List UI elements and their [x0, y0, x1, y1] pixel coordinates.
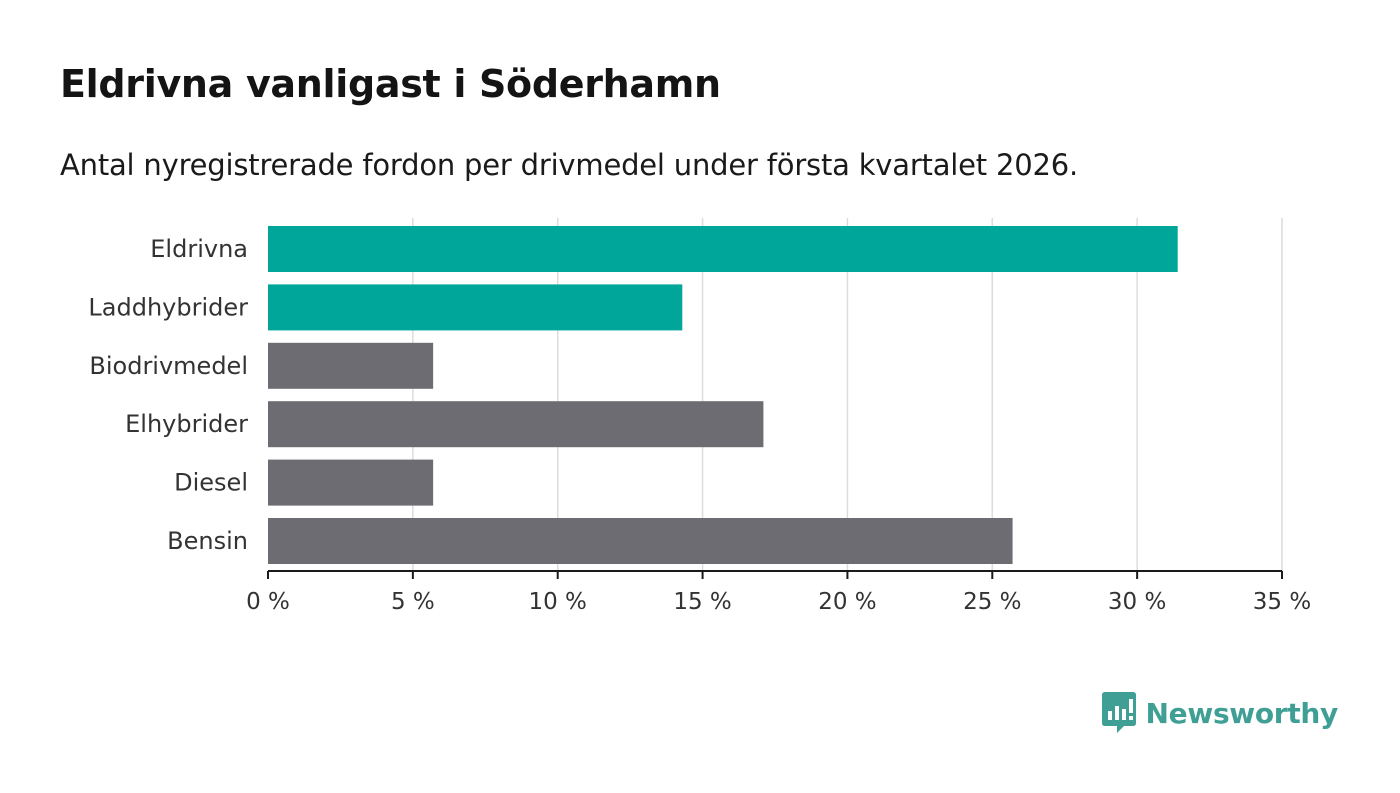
x-tick-label: 5 % — [391, 589, 435, 615]
brand-logo: Newsworthy — [1101, 690, 1339, 736]
brand-name: Newsworthy — [1145, 696, 1339, 730]
chart-title: Eldrivna vanligast i Söderhamn — [60, 62, 721, 106]
category-label: Laddhybrider — [88, 293, 248, 321]
category-label: Elhybrider — [125, 410, 248, 438]
bar-laddhybrider — [268, 284, 683, 331]
category-label: Bensin — [167, 527, 248, 555]
bar-eldrivna — [268, 226, 1178, 272]
category-label: Eldrivna — [150, 235, 248, 263]
bar-biodrivmedel — [268, 342, 434, 389]
category-labels: Eldrivna Laddhybrider Biodrivmedel Elhybrid… — [88, 235, 248, 555]
grid-lines — [412, 218, 1283, 571]
bars — [268, 226, 1178, 564]
bar-chart-speech-bubble-icon — [1101, 692, 1136, 733]
category-label: Diesel — [174, 469, 248, 497]
x-tick-label: 30 % — [1108, 589, 1166, 615]
bar-bensin — [268, 518, 1013, 564]
chart-subtitle: Antal nyregistrerade fordon per drivmede… — [60, 148, 1079, 182]
category-label: Biodrivmedel — [89, 352, 248, 380]
x-tick-label: 0 % — [246, 589, 290, 615]
x-axis: 0 % 5 % 10 % 15 % 20 % 25 % 30 % 35 % — [246, 570, 1311, 615]
x-tick-label: 15 % — [673, 589, 731, 615]
x-tick-label: 10 % — [528, 589, 586, 615]
x-tick-label: 25 % — [963, 589, 1021, 615]
bar-elhybrider — [268, 401, 764, 448]
bar-diesel — [268, 459, 434, 506]
x-tick-label: 35 % — [1253, 589, 1311, 615]
x-tick-label: 20 % — [818, 589, 876, 615]
